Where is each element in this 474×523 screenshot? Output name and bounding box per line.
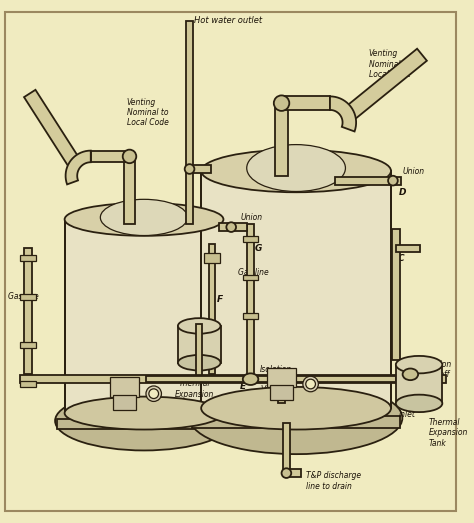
Bar bbox=[178, 326, 220, 363]
Polygon shape bbox=[396, 245, 420, 252]
Polygon shape bbox=[283, 423, 290, 473]
Text: Gas line: Gas line bbox=[9, 292, 39, 301]
Bar bbox=[64, 219, 223, 413]
Ellipse shape bbox=[396, 395, 442, 412]
Ellipse shape bbox=[100, 199, 188, 235]
Text: Venting
Nominal to
Local Code: Venting Nominal to Local Code bbox=[127, 98, 168, 128]
Text: G: G bbox=[255, 244, 262, 253]
Text: Isolation
Shut-off
Valve: Isolation Shut-off Valve bbox=[260, 365, 292, 394]
Polygon shape bbox=[190, 165, 211, 173]
Polygon shape bbox=[278, 379, 285, 403]
Ellipse shape bbox=[274, 95, 289, 111]
Ellipse shape bbox=[178, 318, 220, 334]
Polygon shape bbox=[20, 376, 446, 383]
Polygon shape bbox=[330, 96, 356, 131]
Polygon shape bbox=[286, 469, 301, 477]
Bar bbox=[191, 416, 401, 428]
Bar bbox=[20, 343, 36, 348]
Bar bbox=[243, 236, 258, 242]
Bar bbox=[267, 368, 296, 387]
Polygon shape bbox=[124, 156, 135, 224]
Ellipse shape bbox=[64, 396, 223, 429]
Ellipse shape bbox=[185, 164, 194, 174]
Bar bbox=[113, 395, 137, 410]
Ellipse shape bbox=[243, 373, 258, 385]
Bar bbox=[396, 365, 442, 403]
Text: Thermal
Expansion
Tank: Thermal Expansion Tank bbox=[175, 379, 214, 409]
Text: T&P discharge
line to drain: T&P discharge line to drain bbox=[306, 471, 361, 491]
Bar bbox=[270, 385, 293, 401]
Text: Isolation
Shut-off
Valve: Isolation Shut-off Valve bbox=[420, 360, 452, 390]
Polygon shape bbox=[392, 229, 400, 360]
Ellipse shape bbox=[247, 144, 346, 191]
Polygon shape bbox=[186, 21, 193, 224]
Bar bbox=[243, 275, 258, 280]
Ellipse shape bbox=[396, 356, 442, 373]
Ellipse shape bbox=[146, 386, 162, 402]
Polygon shape bbox=[146, 376, 396, 382]
Bar bbox=[243, 313, 258, 319]
Bar bbox=[110, 377, 139, 396]
Text: Hot water outlet: Hot water outlet bbox=[194, 16, 263, 25]
Ellipse shape bbox=[306, 379, 316, 389]
Polygon shape bbox=[209, 244, 215, 374]
Ellipse shape bbox=[178, 355, 220, 370]
Ellipse shape bbox=[402, 369, 418, 380]
Ellipse shape bbox=[201, 387, 391, 429]
Ellipse shape bbox=[201, 150, 391, 192]
Bar bbox=[20, 255, 36, 261]
Ellipse shape bbox=[227, 222, 236, 232]
Text: E: E bbox=[240, 382, 246, 391]
Polygon shape bbox=[91, 151, 129, 162]
Ellipse shape bbox=[149, 389, 159, 399]
Text: D: D bbox=[399, 188, 406, 197]
Polygon shape bbox=[282, 96, 330, 110]
Bar bbox=[204, 253, 219, 263]
Text: F: F bbox=[217, 295, 223, 304]
Ellipse shape bbox=[190, 382, 402, 454]
Polygon shape bbox=[24, 248, 32, 374]
Polygon shape bbox=[196, 324, 202, 376]
Bar bbox=[201, 171, 391, 408]
Ellipse shape bbox=[388, 176, 398, 186]
Bar bbox=[57, 419, 231, 428]
Text: Union: Union bbox=[241, 213, 263, 222]
Text: Cold
water
inlet: Cold water inlet bbox=[399, 389, 420, 418]
Polygon shape bbox=[65, 151, 91, 185]
Text: Thermal
Expansion
Tank: Thermal Expansion Tank bbox=[429, 418, 468, 448]
Bar bbox=[20, 381, 36, 387]
Text: Venting
Nominal to
Local Code: Venting Nominal to Local Code bbox=[369, 49, 410, 79]
Text: A: A bbox=[281, 382, 288, 391]
Bar bbox=[20, 294, 36, 300]
Polygon shape bbox=[339, 49, 427, 124]
Text: Union: Union bbox=[402, 167, 425, 176]
Ellipse shape bbox=[64, 203, 223, 236]
Ellipse shape bbox=[55, 391, 233, 450]
Ellipse shape bbox=[123, 150, 137, 163]
Polygon shape bbox=[219, 223, 246, 231]
Text: C: C bbox=[397, 254, 404, 263]
Polygon shape bbox=[246, 224, 255, 384]
Text: B: B bbox=[431, 372, 438, 381]
Text: Gas line: Gas line bbox=[238, 268, 269, 277]
Polygon shape bbox=[24, 90, 82, 170]
Polygon shape bbox=[275, 103, 288, 176]
Ellipse shape bbox=[303, 376, 319, 392]
Ellipse shape bbox=[282, 468, 291, 478]
Polygon shape bbox=[335, 177, 401, 185]
FancyBboxPatch shape bbox=[5, 12, 456, 511]
